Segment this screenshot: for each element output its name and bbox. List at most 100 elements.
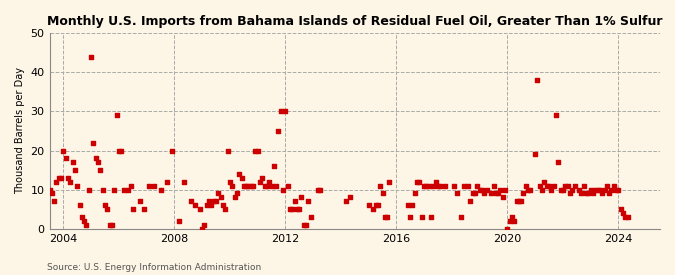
Point [225,180,236,184]
Point [560,183,570,188]
Point [264,180,275,184]
Point [423,183,434,188]
Point [79,219,90,223]
Point [530,152,541,157]
Point [209,199,219,204]
Point [495,187,506,192]
Point [546,187,557,192]
Point [514,199,524,204]
Point [234,172,244,176]
Point [115,148,126,153]
Point [410,191,421,196]
Point [405,215,416,219]
Point [65,180,76,184]
Point [134,199,145,204]
Point [259,183,270,188]
Point [102,207,113,211]
Point [539,180,549,184]
Point [294,207,304,211]
Point [230,195,240,200]
Point [236,176,247,180]
Point [493,191,504,196]
Point [35,148,46,153]
Point [84,187,95,192]
Point [377,191,388,196]
Point [384,180,395,184]
Point [196,226,207,231]
Point [543,183,554,188]
Point [511,199,522,204]
Point [375,183,385,188]
Point [613,187,624,192]
Point [100,203,111,207]
Point [211,199,221,204]
Point [608,183,619,188]
Point [520,183,531,188]
Point [113,148,124,153]
Point [261,183,272,188]
Point [467,191,478,196]
Point [148,183,159,188]
Point [379,215,390,219]
Point [418,183,429,188]
Point [271,183,281,188]
Point [76,215,87,219]
Point [541,183,552,188]
Point [32,199,43,204]
Point [252,148,263,153]
Point [306,215,317,219]
Point [345,195,356,200]
Point [215,195,226,200]
Point [403,203,414,207]
Point [414,180,425,184]
Point [587,191,598,196]
Point [232,191,242,196]
Point [368,207,379,211]
Point [564,191,575,196]
Text: Source: U.S. Energy Information Administration: Source: U.S. Energy Information Administ… [47,263,261,271]
Point [518,191,529,196]
Point [472,183,483,188]
Point [49,199,59,204]
Point [287,207,298,211]
Point [595,187,605,192]
Point [504,219,515,223]
Point [479,191,490,196]
Point [486,191,497,196]
Point [201,203,212,207]
Point [551,113,562,117]
Point [615,207,626,211]
Point [220,207,231,211]
Point [618,211,628,215]
Point [620,215,630,219]
Point [599,187,610,192]
Point [451,191,462,196]
Point [250,148,261,153]
Point [190,203,200,207]
Point [604,191,615,196]
Point [412,180,423,184]
Point [278,187,289,192]
Point [86,54,97,59]
Point [458,183,469,188]
Point [39,152,50,157]
Point [481,187,492,192]
Point [606,187,617,192]
Point [266,183,277,188]
Point [162,180,173,184]
Point [500,187,510,192]
Point [301,222,312,227]
Point [68,160,78,164]
Point [523,187,534,192]
Point [566,187,577,192]
Point [92,160,103,164]
Point [178,180,189,184]
Point [144,183,155,188]
Point [488,183,499,188]
Point [213,191,223,196]
Point [88,141,99,145]
Point [340,199,351,204]
Point [580,191,591,196]
Point [269,164,279,168]
Point [298,222,309,227]
